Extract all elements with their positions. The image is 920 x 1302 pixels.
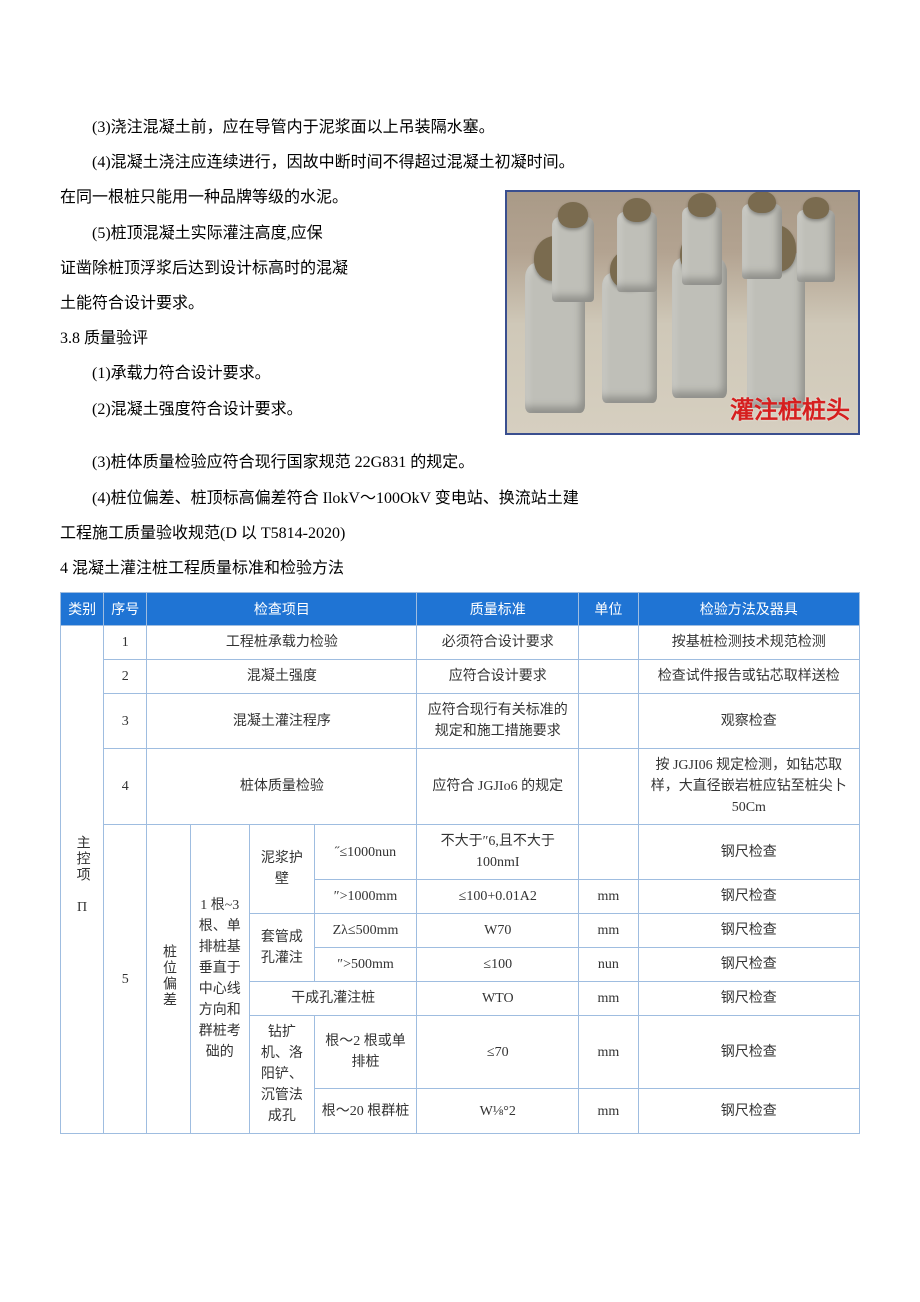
method-cell: 钢尺检查 xyxy=(638,1089,859,1134)
seq-cell: 1 xyxy=(104,626,147,660)
quality-4a: (4)桩位偏差、桩顶标高偏差符合 IlokV～100OkV 变电站、换流站土建 xyxy=(60,481,860,516)
unit-cell: mm xyxy=(579,1016,638,1089)
unit-cell xyxy=(579,626,638,660)
standard-cell: W⅛°2 xyxy=(417,1089,579,1134)
unit-cell xyxy=(579,749,638,825)
method-cell: 钢尺检查 xyxy=(638,914,859,948)
th-unit: 单位 xyxy=(579,593,638,626)
pile-shape xyxy=(797,210,835,282)
unit-cell xyxy=(579,694,638,749)
pile-photo: 灌注桩桩头 xyxy=(505,190,860,435)
standard-cell: 必须符合设计要求 xyxy=(417,626,579,660)
unit-cell xyxy=(579,825,638,880)
pile-shape xyxy=(682,207,722,285)
float-section: (4)混凝土浇注应连续进行，因故中断时间不得超过混凝土初凝时间。 灌注桩桩头 在… xyxy=(60,145,860,445)
method-cell: 检查试件报告或钻芯取样送检 xyxy=(638,660,859,694)
table-row: 2 混凝土强度 应符合设计要求 检查试件报告或钻芯取样送检 xyxy=(61,660,860,694)
cond-cell: 根～2 根或单排桩 xyxy=(314,1016,417,1089)
method-cell: 观察检查 xyxy=(638,694,859,749)
dry-label: 干成孔灌注桩 xyxy=(249,982,416,1016)
method-cell: 按 JGJI06 规定检测，如钻芯取样，大直径嵌岩桩应钻至桩尖卜 50Cm xyxy=(638,749,859,825)
cond-cell: ˝≤1000nun xyxy=(314,825,417,880)
section-4: 4 混凝土灌注桩工程质量标准和检验方法 xyxy=(60,551,860,586)
unit-cell: nun xyxy=(579,948,638,982)
photo-caption: 灌注桩桩头 xyxy=(730,390,850,425)
group1-cell: 桩位偏差 xyxy=(147,825,190,1134)
standard-cell: WTO xyxy=(417,982,579,1016)
drill-label: 钻扩机、洛阳铲、沉管法成孔 xyxy=(249,1016,314,1134)
casing-label: 套管成孔灌注 xyxy=(249,914,314,982)
seq-cell: 2 xyxy=(104,660,147,694)
item-cell: 混凝土强度 xyxy=(147,660,417,694)
table-header-row: 类别 序号 检查项目 质量标准 单位 检验方法及器具 xyxy=(61,593,860,626)
method-cell: 钢尺检查 xyxy=(638,1016,859,1089)
standard-cell: ≤100 xyxy=(417,948,579,982)
standard-cell: ≤100+0.01A2 xyxy=(417,880,579,914)
method-cell: 钢尺检查 xyxy=(638,982,859,1016)
paragraph-3: (3)浇注混凝土前，应在导管内于泥浆面以上吊装隔水塞。 xyxy=(60,110,860,145)
category-label: 主控项 Π xyxy=(72,835,93,917)
method-cell: 按基桩检测技术规范检测 xyxy=(638,626,859,660)
item-cell: 桩体质量检验 xyxy=(147,749,417,825)
cond-cell: 根～20 根群桩 xyxy=(314,1089,417,1134)
table-row: 3 混凝土灌注程序 应符合现行有关标准的规定和施工措施要求 观察检查 xyxy=(61,694,860,749)
standard-cell: 应符合设计要求 xyxy=(417,660,579,694)
table-row: 4 桩体质量检验 应符合 JGJIo6 的规定 按 JGJI06 规定检测，如钻… xyxy=(61,749,860,825)
unit-cell: mm xyxy=(579,880,638,914)
group2-cell: 1 根~3 根、单排桩基垂直于中心线方向和群桩考础的 xyxy=(190,825,249,1134)
mud-label: 泥浆护壁 xyxy=(249,825,314,914)
seq-cell: 3 xyxy=(104,694,147,749)
th-method: 检验方法及器具 xyxy=(638,593,859,626)
method-cell: 钢尺检查 xyxy=(638,948,859,982)
method-cell: 钢尺检查 xyxy=(638,880,859,914)
pile-shape xyxy=(742,204,782,279)
th-item: 检查项目 xyxy=(147,593,417,626)
document-page: (3)浇注混凝土前，应在导管内于泥浆面以上吊装隔水塞。 (4)混凝土浇注应连续进… xyxy=(0,0,920,1174)
pile-shape xyxy=(552,217,594,302)
pile-shape xyxy=(602,273,657,403)
standard-cell: ≤70 xyxy=(417,1016,579,1089)
table-row: 主控项 Π 1 工程桩承载力检验 必须符合设计要求 按基桩检测技术规范检测 xyxy=(61,626,860,660)
item-cell: 混凝土灌注程序 xyxy=(147,694,417,749)
standard-cell: 应符合 JGJIo6 的规定 xyxy=(417,749,579,825)
standard-cell: W70 xyxy=(417,914,579,948)
table-row: 5 桩位偏差 1 根~3 根、单排桩基垂直于中心线方向和群桩考础的 泥浆护壁 ˝… xyxy=(61,825,860,880)
standard-cell: 不大于″6,且不大于100nmI xyxy=(417,825,579,880)
quality-table: 类别 序号 检查项目 质量标准 单位 检验方法及器具 主控项 Π 1 工程桩承载… xyxy=(60,592,860,1134)
pile-shape xyxy=(617,212,657,292)
unit-cell: mm xyxy=(579,1089,638,1134)
item-cell: 工程桩承载力检验 xyxy=(147,626,417,660)
quality-4b: 工程施工质量验收规范(D 以 T5814-2020) xyxy=(60,516,860,551)
th-seq: 序号 xyxy=(104,593,147,626)
unit-cell: mm xyxy=(579,982,638,1016)
method-cell: 钢尺检查 xyxy=(638,825,859,880)
cond-cell: Zλ≤500mm xyxy=(314,914,417,948)
standard-cell: 应符合现行有关标准的规定和施工措施要求 xyxy=(417,694,579,749)
unit-cell: mm xyxy=(579,914,638,948)
quality-3: (3)桩体质量检验应符合现行国家规范 22G831 的规定。 xyxy=(60,445,860,480)
cond-cell: ″>500mm xyxy=(314,948,417,982)
th-category: 类别 xyxy=(61,593,104,626)
seq-cell: 5 xyxy=(104,825,147,1134)
paragraph-4: (4)混凝土浇注应连续进行，因故中断时间不得超过混凝土初凝时间。 xyxy=(60,145,860,180)
cond-cell: ″>1000mm xyxy=(314,880,417,914)
unit-cell xyxy=(579,660,638,694)
th-standard: 质量标准 xyxy=(417,593,579,626)
seq-cell: 4 xyxy=(104,749,147,825)
category-cell: 主控项 Π xyxy=(61,626,104,1134)
